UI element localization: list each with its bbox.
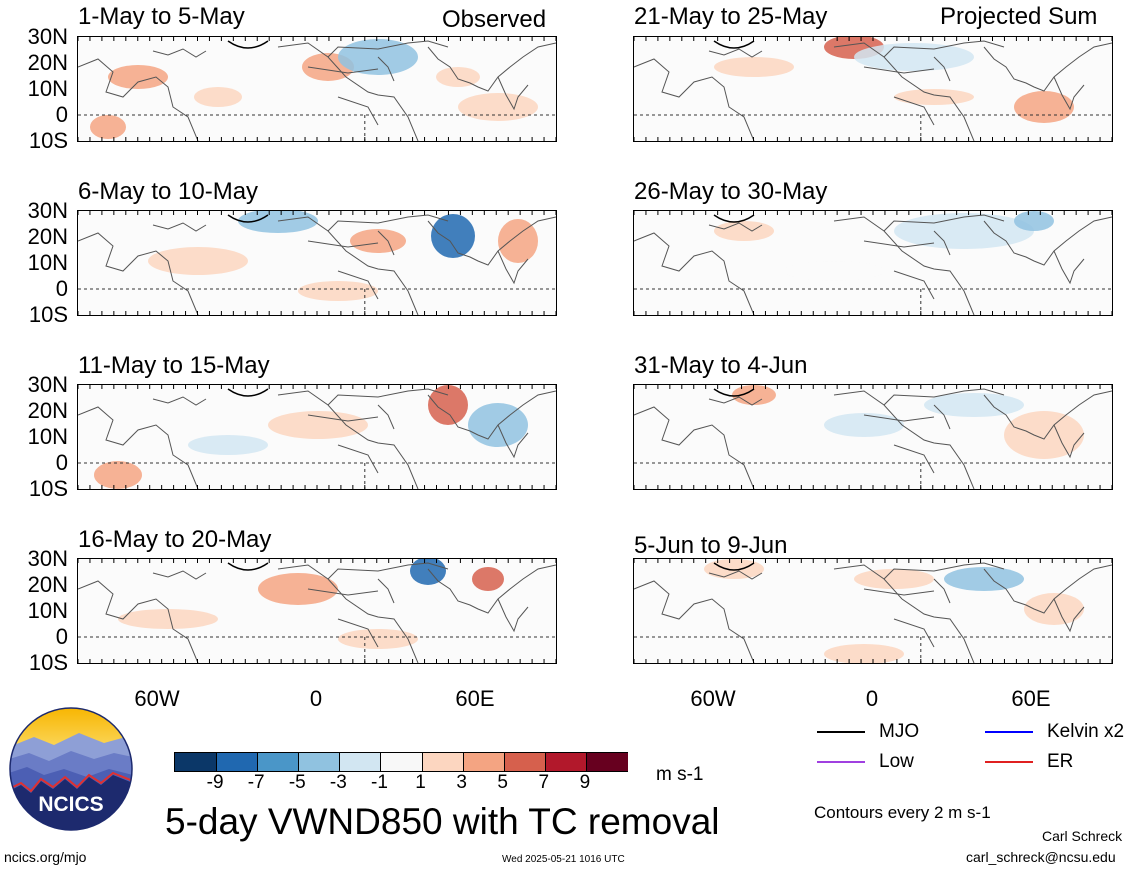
map-panel-right-3 [633, 384, 1113, 490]
colorbar-tick-label: 5 [497, 772, 508, 793]
colorbar-cell [462, 753, 505, 771]
colorbar-cell [339, 753, 382, 771]
legend-er-swatch [985, 761, 1033, 763]
map-panel-right-4 [633, 558, 1113, 664]
colorbar-cell [175, 753, 217, 771]
contours-note: Contours every 2 m s-1 [814, 803, 991, 822]
lat-label: 20N [27, 50, 68, 75]
author-name: Carl Schreck [1042, 828, 1123, 844]
panel-title-right-3: 31-May to 4-Jun [634, 352, 808, 379]
lat-label: 0 [55, 276, 68, 301]
lat-label: 0 [55, 102, 68, 127]
lat-label: 10N [27, 250, 68, 275]
panel-title-right-4: 5-Jun to 9-Jun [634, 532, 788, 559]
colorbar-tick-label: -7 [247, 772, 265, 793]
lat-label: 20N [27, 224, 68, 249]
lat-label: 10N [27, 598, 68, 623]
colorbar-tick-label: 3 [456, 772, 467, 793]
main-title: 5-day VWND850 with TC removal [165, 801, 720, 842]
panel-title-left-4: 16-May to 20-May [78, 526, 272, 553]
colorbar [174, 752, 628, 772]
projected-header: Projected Sum [940, 3, 1098, 30]
colorbar-cell [380, 753, 423, 771]
panel-title-left-1: 1-May to 5-May [78, 3, 245, 30]
legend-low-label: Low [879, 751, 914, 772]
lon-label-right-60w: 60W [690, 686, 736, 711]
legend-mjo: MJO [817, 721, 919, 743]
lat-label: 30N [27, 198, 68, 223]
map-panel-left-3 [77, 384, 557, 490]
colorbar-tick-label: -3 [329, 772, 347, 793]
colorbar-tick-label: 9 [579, 772, 591, 793]
panel-title-left-2: 6-May to 10-May [78, 178, 259, 205]
colorbar-cell [421, 753, 464, 771]
colorbar-tick-label: 1 [415, 772, 426, 793]
colorbar-tick-label: -1 [371, 772, 388, 793]
map-panel-left-2 [77, 210, 557, 316]
colorbar-tick-label: 7 [538, 772, 550, 793]
panel-title-left-3: 11-May to 15-May [78, 352, 270, 379]
footer-timestamp: Wed 2025-05-21 1016 UTC [502, 854, 625, 865]
colorbar-labels: -9 -7 -5 -3 -1 1 3 5 7 9 [174, 772, 626, 796]
legend-mjo-label: MJO [879, 721, 920, 742]
ncics-logo-text: NCICS [38, 793, 103, 816]
footer-url[interactable]: ncics.org/mjo [4, 849, 87, 865]
legend-er-label: ER [1047, 751, 1074, 772]
colorbar-cell [216, 753, 259, 771]
lon-label-left-60e: 60E [455, 686, 495, 711]
colorbar-cell [544, 753, 587, 771]
panel-title-right-2: 26-May to 30-May [634, 178, 828, 205]
lat-label: 0 [55, 450, 68, 475]
ncics-logo: NCICS [9, 707, 133, 831]
legend-kelvin-label: Kelvin x2 [1047, 721, 1125, 742]
lat-label: 10N [27, 424, 68, 449]
lat-label: 30N [27, 546, 68, 571]
legend-mjo-swatch [817, 731, 865, 733]
lat-label: 0 [55, 624, 68, 649]
lat-label: 20N [27, 398, 68, 423]
legend-er: ER [985, 751, 1073, 773]
colorbar-tick-label: -9 [206, 772, 224, 793]
lat-label: 10S [28, 650, 68, 675]
legend-low: Low [817, 751, 914, 773]
panel-title-right-1: 21-May to 25-May [634, 3, 828, 30]
lat-label: 30N [27, 24, 68, 49]
colorbar-unit: m s-1 [656, 764, 704, 785]
lon-label-left-0: 0 [309, 686, 323, 711]
map-panel-right-1 [633, 36, 1113, 142]
map-panel-left-1 [77, 36, 557, 142]
colorbar-cell [298, 753, 341, 771]
legend-low-swatch [817, 761, 865, 763]
lat-label: 10N [27, 76, 68, 101]
lat-label: 30N [27, 372, 68, 397]
colorbar-cell [257, 753, 300, 771]
lon-label-left-60w: 60W [134, 686, 180, 711]
lat-label: 10S [28, 128, 68, 153]
lon-label-right-60e: 60E [1011, 686, 1051, 711]
observed-header: Observed [442, 6, 547, 33]
lat-label: 10S [28, 476, 68, 501]
map-panel-right-2 [633, 210, 1113, 316]
colorbar-cell [503, 753, 546, 771]
author-email[interactable]: carl_schreck@ncsu.edu [966, 849, 1116, 865]
colorbar-cell [585, 753, 628, 771]
legend-kelvin: Kelvin x2 [985, 721, 1124, 743]
lat-label: 20N [27, 572, 68, 597]
colorbar-tick-label: -5 [288, 772, 306, 793]
map-panel-left-4 [77, 558, 557, 664]
legend-kelvin-swatch [985, 731, 1033, 733]
lat-label: 10S [28, 302, 68, 327]
lon-label-right-0: 0 [865, 686, 879, 711]
